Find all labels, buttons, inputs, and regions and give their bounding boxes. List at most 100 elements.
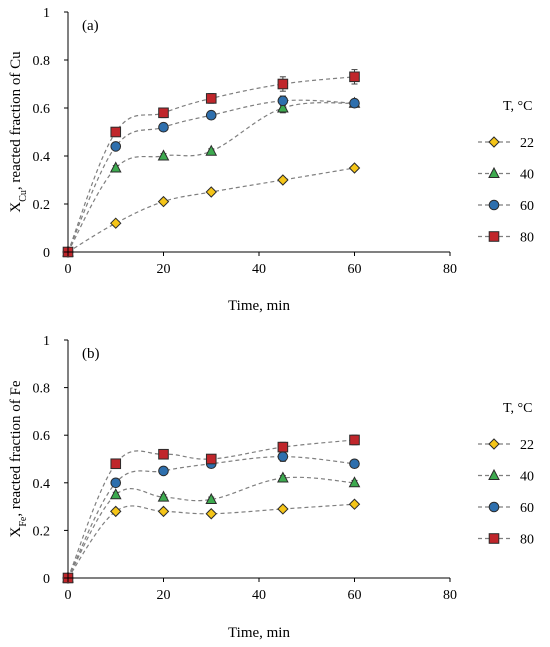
x-tick-label: 80: [443, 588, 457, 603]
series-line-60: [67, 99, 355, 253]
y-axis-title-rest: , reacted fraction of Cu: [8, 51, 24, 190]
data-point-22: [277, 503, 289, 515]
x-ticks: 0 20 40 60 80: [65, 252, 457, 277]
data-point-40: [348, 476, 361, 488]
data-point-22: [157, 505, 170, 518]
data-point-40: [205, 492, 218, 504]
data-point-80: [110, 126, 122, 138]
y-tick-label: 0.6: [33, 429, 51, 444]
data-point-80: [277, 441, 289, 453]
data-point-22: [348, 498, 361, 510]
x-tick-label: 40: [252, 262, 266, 277]
data-markers: [62, 71, 361, 258]
x-axis-title: Time, min: [228, 298, 290, 314]
data-point-40: [277, 471, 289, 483]
legend-label-22: 22: [520, 136, 534, 151]
legend-title: T, °C: [503, 401, 532, 416]
data-point-60: [349, 458, 360, 470]
data-point-80: [158, 448, 169, 460]
y-tick-label: 0.2: [33, 524, 51, 539]
data-point-80: [349, 71, 360, 83]
y-tick-label: 0.8: [33, 382, 51, 397]
series-line-40: [67, 102, 355, 253]
data-point-80: [349, 434, 360, 446]
legend-marker-80: [488, 533, 500, 544]
data-point-60: [205, 109, 217, 121]
legend-label-40: 40: [520, 168, 534, 183]
series-line-22: [67, 167, 355, 253]
y-axis-title-subscript: Fe: [18, 516, 29, 527]
x-tick-label: 20: [157, 588, 171, 603]
y-axis-title-subscript: Cu: [18, 190, 29, 202]
data-point-80: [277, 78, 289, 90]
y-tick-label: 1: [43, 334, 50, 349]
y-axis-title-main: X: [8, 202, 24, 213]
x-tick-label: 0: [65, 262, 72, 277]
x-tick-label: 60: [348, 588, 362, 603]
y-tick-label: 0: [43, 246, 50, 261]
legend: T, °C 22 40 60 80: [478, 401, 534, 548]
y-axis-title: XFe, reacted fraction of Fe: [8, 380, 29, 537]
x-tick-label: 0: [65, 588, 72, 603]
legend-marker-60: [488, 501, 500, 513]
legend-marker-40: [488, 166, 500, 178]
data-point-40: [157, 490, 170, 502]
y-tick-label: 0.4: [33, 477, 51, 492]
data-point-22: [110, 217, 122, 229]
x-ticks: 0 20 40 60 80: [65, 578, 457, 603]
y-ticks: 0 0.2 0.4 0.6 0.8 1: [33, 334, 68, 587]
legend-label-60: 60: [520, 199, 534, 214]
y-tick-label: 0: [43, 572, 50, 587]
chart-panel-a: 0 20 40 60 80 0 0.2 0.4 0.6 0.8 1 (a) Time, min X…: [8, 6, 534, 314]
legend-marker-22: [488, 136, 500, 148]
error-bars: [112, 434, 358, 517]
x-tick-label: 80: [443, 262, 457, 277]
y-axis-title-main: X: [8, 527, 24, 538]
data-point-80: [158, 107, 169, 119]
legend-label-40: 40: [520, 470, 534, 485]
legend-label-80: 80: [520, 533, 534, 548]
data-point-22: [157, 195, 170, 208]
legend: T, °C 22 40 60 80: [478, 99, 534, 246]
data-point-60: [110, 477, 122, 489]
y-axis-title: XCu, reacted fraction of Cu: [8, 51, 29, 213]
y-tick-label: 0.6: [33, 102, 51, 117]
y-tick-label: 0.8: [33, 54, 51, 69]
data-point-22: [348, 162, 361, 174]
data-point-80: [205, 453, 217, 465]
panel-label: (b): [82, 346, 100, 362]
data-point-22: [110, 505, 122, 518]
x-tick-label: 60: [348, 262, 362, 277]
data-point-60: [158, 121, 169, 133]
y-tick-label: 0.2: [33, 198, 51, 213]
data-point-40: [157, 149, 170, 161]
data-point-60: [110, 141, 122, 152]
series-line-60: [67, 456, 355, 579]
data-point-60: [277, 451, 289, 462]
y-ticks: 0 0.2 0.4 0.6 0.8 1: [33, 6, 68, 261]
chart-panel-b: 0 20 40 60 80 0 0.2 0.4 0.6 0.8 1 (b) Time, min X…: [8, 334, 534, 641]
y-axis-title-rest: , reacted fraction of Fe: [8, 380, 24, 517]
data-point-60: [277, 95, 289, 107]
legend-marker-60: [488, 199, 500, 211]
data-point-40: [277, 101, 289, 113]
data-point-22: [205, 186, 217, 198]
data-point-80: [205, 93, 217, 104]
legend-marker-80: [488, 231, 500, 242]
legend-label-60: 60: [520, 501, 534, 516]
series-line-40: [67, 476, 355, 579]
legend-title: T, °C: [503, 99, 532, 114]
series-line-22: [67, 503, 355, 579]
data-point-22: [205, 508, 217, 520]
data-point-22: [277, 174, 289, 186]
panel-label: (a): [82, 18, 99, 34]
legend-label-22: 22: [520, 438, 534, 453]
x-axis-title: Time, min: [228, 625, 290, 641]
legend-marker-40: [488, 468, 500, 480]
y-tick-label: 1: [43, 6, 50, 21]
legend-label-80: 80: [520, 231, 534, 246]
data-point-40: [205, 144, 218, 156]
data-point-40: [109, 488, 122, 500]
y-tick-label: 0.4: [33, 150, 51, 165]
